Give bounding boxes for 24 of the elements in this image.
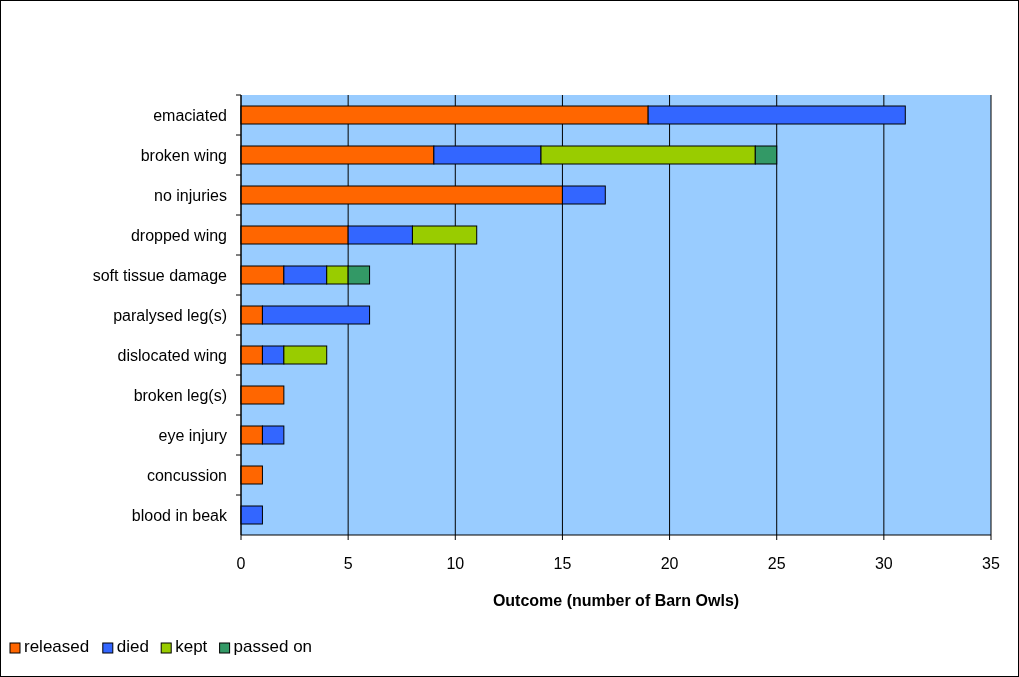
x-axis-title: Outcome (number of Barn Owls) <box>492 592 740 609</box>
y-tick-label: soft tissue damage <box>92 267 228 284</box>
x-tick-label: 0 <box>236 555 246 572</box>
y-tick-label: concussion <box>146 467 227 484</box>
y-tick-label: eye injury <box>158 427 227 444</box>
y-tick-label: broken leg(s) <box>133 387 227 404</box>
x-tick-label: 35 <box>982 555 1000 572</box>
y-tick-label: emaciated <box>153 107 227 124</box>
y-tick-label: broken wing <box>140 147 227 164</box>
y-tick-label: no injuries <box>154 187 227 204</box>
legend-label: passed on <box>233 637 313 656</box>
y-tick-label: dropped wing <box>130 227 227 244</box>
y-tick-label: paralysed leg(s) <box>113 307 227 324</box>
x-tick-label: 20 <box>660 555 679 572</box>
legend-label: died <box>116 637 149 656</box>
x-tick-label: 10 <box>446 555 465 572</box>
y-tick-label: blood in beak <box>131 507 228 524</box>
x-tick-label: 30 <box>874 555 893 572</box>
legend-label: kept <box>175 637 208 656</box>
x-tick-label: 5 <box>343 555 353 572</box>
legend-label: released <box>24 637 90 656</box>
x-tick-label: 25 <box>767 555 786 572</box>
x-tick-label: 15 <box>553 555 572 572</box>
y-tick-label: dislocated wing <box>117 347 227 364</box>
